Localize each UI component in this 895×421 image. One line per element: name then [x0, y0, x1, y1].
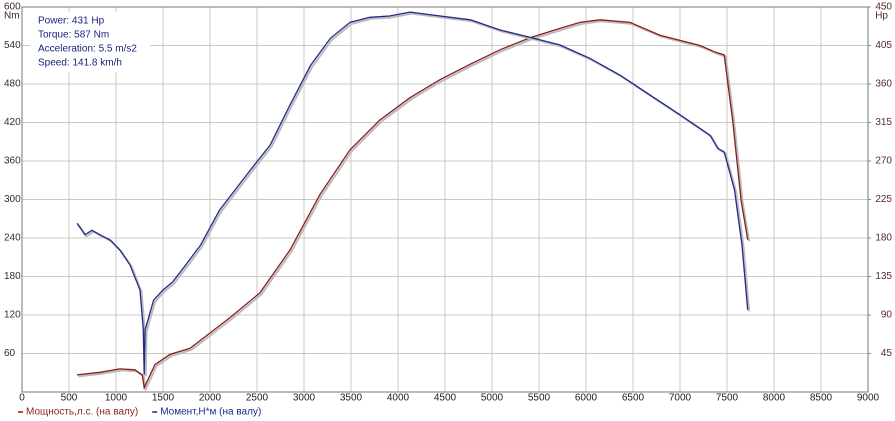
y2-tick-label: 135 [875, 271, 892, 282]
x-tick-label: 5500 [528, 393, 551, 404]
legend-label: Мощность,л.с. (на валу) [26, 407, 138, 418]
y2-tick-label: 405 [875, 40, 892, 51]
y2-tick-label: 90 [881, 310, 893, 321]
y2-tick-label: 360 [875, 79, 892, 90]
y-tick-label: 240 [4, 233, 21, 244]
info-text: Power: 431 Hp [38, 16, 105, 27]
y-tick-label: 480 [4, 79, 21, 90]
x-tick-label: 5000 [481, 393, 504, 404]
y-tick-label: 540 [4, 40, 21, 51]
x-tick-label: 0 [19, 393, 25, 404]
y2-tick-label: 450 [875, 2, 892, 13]
x-tick-label: 1000 [105, 393, 128, 404]
x-tick-label: 7500 [716, 393, 739, 404]
x-tick-label: 6500 [622, 393, 645, 404]
info-text: Speed: 141.8 km/h [38, 58, 122, 69]
legend-label: Момент,Н*м (на валу) [160, 407, 261, 418]
y-tick-label: 60 [4, 348, 16, 359]
line-shadow [78, 20, 751, 393]
y-tick-label: 600 [4, 2, 21, 13]
y-tick-label: 300 [4, 194, 21, 205]
x-tick-label: 500 [61, 393, 78, 404]
plot-frame [21, 6, 869, 393]
x-tick-label: 8500 [810, 393, 833, 404]
series-line [76, 19, 749, 390]
series-line [76, 11, 749, 375]
y-tick-label: 120 [4, 310, 21, 321]
info-box [30, 12, 150, 72]
info-text: Acceleration: 5.5 m/s2 [38, 44, 137, 55]
x-tick-label: 4000 [387, 393, 410, 404]
x-tick-label: 2000 [199, 393, 222, 404]
y2-axis-label: Hp [875, 11, 888, 22]
info-text: Torque: 587 Nm [38, 30, 109, 41]
y-tick-label: 360 [4, 156, 21, 167]
x-tick-label: 4500 [434, 393, 457, 404]
x-tick-label: 7000 [669, 393, 692, 404]
y2-tick-label: 315 [875, 117, 892, 128]
y-tick-label: 180 [4, 271, 21, 282]
y2-tick-label: 180 [875, 233, 892, 244]
x-tick-label: 8000 [763, 393, 786, 404]
x-tick-label: 3500 [340, 393, 363, 404]
x-tick-label: 9000 [857, 393, 880, 404]
x-tick-label: 1500 [152, 393, 175, 404]
x-tick-label: 6000 [575, 393, 598, 404]
y2-tick-label: 270 [875, 156, 892, 167]
y-axis-label: Nm [4, 11, 20, 22]
x-tick-label: 2500 [246, 393, 269, 404]
y2-tick-label: 225 [875, 194, 892, 205]
y-tick-label: 420 [4, 117, 21, 128]
x-tick-label: 3000 [293, 393, 316, 404]
y2-tick-label: 45 [881, 348, 893, 359]
